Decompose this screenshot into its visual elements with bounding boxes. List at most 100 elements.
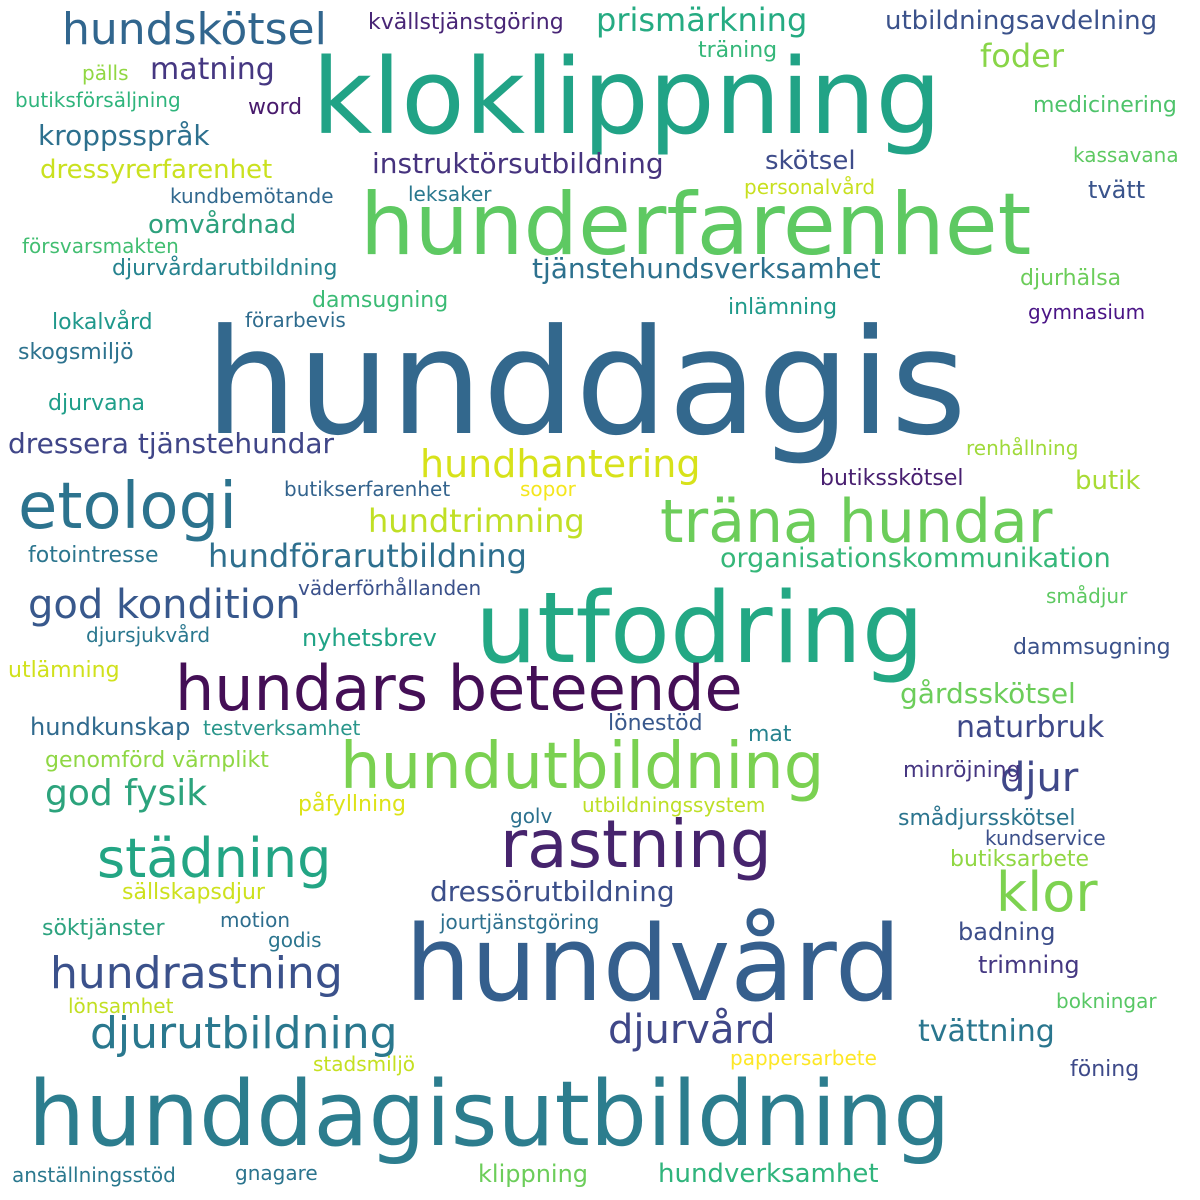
cloud-word: hundtrimning xyxy=(368,502,585,540)
cloud-word: tvätt xyxy=(1088,176,1146,204)
cloud-word: smådjursskötsel xyxy=(898,806,1076,831)
cloud-word: damsugning xyxy=(312,288,449,313)
cloud-word: hundkunskap xyxy=(30,713,191,741)
cloud-word: mat xyxy=(748,722,792,747)
cloud-word: motion xyxy=(220,908,291,932)
cloud-word: organisationskommunikation xyxy=(720,543,1111,574)
cloud-word: butik xyxy=(1075,466,1141,496)
cloud-word: fotointresse xyxy=(28,543,159,568)
cloud-word: jourtjänstgöring xyxy=(440,910,600,934)
cloud-word: sopor xyxy=(520,477,576,501)
cloud-word: god fysik xyxy=(45,773,208,814)
cloud-word: kvällstjänstgöring xyxy=(368,10,564,35)
cloud-word: instruktörsutbildning xyxy=(372,147,664,180)
cloud-word: hundutbildning xyxy=(340,730,825,804)
cloud-word: nyhetsbrev xyxy=(302,624,437,652)
cloud-word: anställningsstöd xyxy=(12,1163,176,1187)
cloud-word: träna hundar xyxy=(660,487,1053,557)
cloud-word: klor xyxy=(996,861,1098,924)
cloud-word: väderförhållanden xyxy=(298,576,482,600)
cloud-word: klippning xyxy=(478,1160,589,1188)
cloud-word: golv xyxy=(510,804,553,828)
cloud-word: kundservice xyxy=(985,826,1106,850)
cloud-word: badning xyxy=(958,918,1056,946)
cloud-word: prismärkning xyxy=(596,1,808,39)
cloud-word: djurutbildning xyxy=(90,1008,398,1059)
cloud-word: tjänstehundsverksamhet xyxy=(532,252,881,285)
cloud-word: butikserfarenhet xyxy=(284,477,451,501)
cloud-word: leksaker xyxy=(408,182,492,206)
cloud-word: renhållning xyxy=(966,436,1079,460)
cloud-word: butiksarbete xyxy=(950,847,1090,872)
cloud-word: pappersarbete xyxy=(730,1046,877,1070)
cloud-word: djurhälsa xyxy=(1020,266,1122,291)
cloud-word: smådjur xyxy=(1046,584,1128,608)
cloud-word: stadsmiljö xyxy=(313,1052,416,1076)
cloud-word: foder xyxy=(980,37,1064,75)
cloud-word: föning xyxy=(1070,1057,1140,1082)
cloud-word: trimning xyxy=(978,951,1080,979)
cloud-word: tvättning xyxy=(918,1014,1055,1049)
cloud-word: djur xyxy=(1000,755,1079,801)
cloud-word: hunderfarenhet xyxy=(360,175,1032,275)
cloud-word: dressörutbildning xyxy=(430,875,675,908)
cloud-word: skötsel xyxy=(765,146,856,176)
cloud-word: hundverksamhet xyxy=(658,1159,879,1189)
cloud-word: lönsamhet xyxy=(68,994,174,1018)
cloud-word: pälls xyxy=(82,61,129,85)
cloud-word: utbildningsavdelning xyxy=(885,6,1158,36)
cloud-word: etologi xyxy=(18,470,237,544)
cloud-word: word xyxy=(248,95,303,120)
cloud-word: djursjukvård xyxy=(86,623,211,647)
cloud-word: dammsugning xyxy=(1013,635,1171,660)
cloud-word: dressyrerfarenhet xyxy=(40,155,273,185)
cloud-word: träning xyxy=(698,38,778,63)
cloud-word: kroppsspråk xyxy=(38,119,210,152)
cloud-word: djurvana xyxy=(48,391,145,416)
cloud-word: gårdsskötsel xyxy=(900,677,1076,710)
cloud-word: hunddagis xyxy=(205,298,967,468)
cloud-word: butiksskötsel xyxy=(820,466,964,491)
cloud-word: hundförarutbildning xyxy=(208,537,527,575)
cloud-word: naturbruk xyxy=(956,710,1105,745)
cloud-word: utlämning xyxy=(8,658,120,683)
cloud-word: rastning xyxy=(500,806,772,883)
cloud-word: kloklippning xyxy=(312,36,942,158)
cloud-word: testverksamhet xyxy=(203,716,361,740)
cloud-word: medicinering xyxy=(1033,93,1177,118)
cloud-word: söktjänster xyxy=(42,916,165,941)
cloud-word: städning xyxy=(97,827,332,890)
cloud-word: god kondition xyxy=(28,582,301,628)
cloud-word: hundskötsel xyxy=(62,4,327,55)
cloud-word: dressera tjänstehundar xyxy=(8,427,335,460)
cloud-word: personalvård xyxy=(744,175,876,199)
cloud-word: matning xyxy=(150,52,275,87)
cloud-word: hunddagisutbildning xyxy=(28,1062,951,1167)
cloud-word: hundars beteende xyxy=(175,652,743,725)
cloud-word: kundbemötande xyxy=(170,184,334,208)
cloud-word: genomförd värnplikt xyxy=(45,748,269,773)
cloud-word: djurvårdarutbildning xyxy=(112,256,338,281)
cloud-word: lönestöd xyxy=(608,711,703,736)
cloud-word: omvårdnad xyxy=(148,210,297,240)
cloud-word: påfyllning xyxy=(298,792,407,817)
cloud-word: lokalvård xyxy=(52,310,153,335)
cloud-word: hundvård xyxy=(405,903,901,1025)
cloud-word: godis xyxy=(268,928,322,952)
cloud-word: utbildningssystem xyxy=(582,793,766,817)
cloud-word: utfodring xyxy=(475,572,925,686)
cloud-word: gnagare xyxy=(235,1161,318,1185)
cloud-word: hundhantering xyxy=(420,442,701,486)
cloud-word: butiksförsäljning xyxy=(15,88,181,112)
cloud-word: skogsmiljö xyxy=(18,340,134,365)
cloud-word: bokningar xyxy=(1056,989,1157,1013)
cloud-word: inlämning xyxy=(728,295,838,320)
cloud-word: djurvård xyxy=(608,1007,776,1053)
cloud-word: minröjning xyxy=(903,758,1021,783)
cloud-word: försvarsmakten xyxy=(22,234,179,258)
cloud-word: förarbevis xyxy=(245,308,346,332)
cloud-word: sällskapsdjur xyxy=(122,880,265,905)
cloud-word: kassavana xyxy=(1073,143,1179,167)
cloud-word: hundrastning xyxy=(50,948,343,999)
